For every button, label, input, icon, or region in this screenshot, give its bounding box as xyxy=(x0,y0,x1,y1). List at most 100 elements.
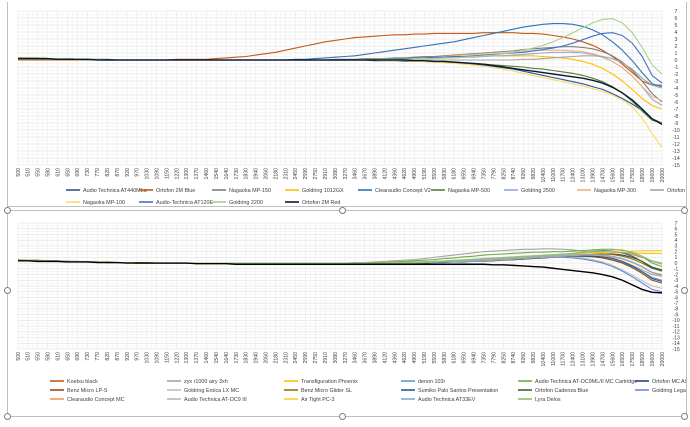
x-tick-label: 16500 xyxy=(620,352,626,367)
x-tick-label: 4120 xyxy=(382,352,388,364)
x-tick-label: 13100 xyxy=(581,168,587,183)
x-tick-label: 2180 xyxy=(273,352,279,364)
x-tick-label: 2310 xyxy=(283,352,289,364)
x-tick-label: 16500 xyxy=(620,168,626,183)
x-tick-label: 8250 xyxy=(501,352,507,364)
y-axis-ticks: 76543210-1-2-3-4-5-6-7-8-9-10-11-12-13-1… xyxy=(672,221,680,353)
series-line xyxy=(18,260,663,294)
x-tick-label: 13100 xyxy=(581,352,587,367)
x-tick-label: 7790 xyxy=(491,352,497,364)
y-tick-label: -11 xyxy=(672,135,679,141)
x-tick-label: 3890 xyxy=(372,168,378,180)
y-tick-label: 2 xyxy=(675,249,678,255)
x-tick-label: 1730 xyxy=(234,352,240,364)
resize-handle-right-middle[interactable] xyxy=(681,287,688,294)
x-tick-label: 970 xyxy=(135,168,141,177)
x-tick-label: 580 xyxy=(46,352,52,361)
resize-handle-top-middle[interactable] xyxy=(339,207,346,214)
y-tick-label: 3 xyxy=(675,244,678,250)
legend-label: Clearaudio Concept V2 xyxy=(375,188,431,194)
y-axis-ticks: 76543210-1-2-3-4-5-6-7-8-9-10-11-12-13-1… xyxy=(672,9,680,169)
x-tick-label: 1300 xyxy=(184,168,190,180)
resize-handle-left-middle[interactable] xyxy=(4,287,11,294)
x-tick-label: 920 xyxy=(125,352,131,361)
y-tick-label: 6 xyxy=(675,16,678,22)
x-tick-label: 11700 xyxy=(561,168,567,182)
legend-label: Audio Technica AT440MLa xyxy=(83,188,147,194)
legend-label: Ortofon 2M Red xyxy=(302,200,340,206)
legend-label: Air Tight PC-3 xyxy=(301,397,335,403)
y-tick-label: 6 xyxy=(675,227,678,233)
series-lines xyxy=(18,18,663,148)
x-tick-label: 5500 xyxy=(432,168,438,180)
x-tick-label: 1220 xyxy=(174,168,180,180)
x-tick-label: 920 xyxy=(125,168,131,177)
x-tick-label: 2590 xyxy=(303,168,309,180)
x-tick-label: 2060 xyxy=(263,168,269,180)
x-tick-label: 820 xyxy=(105,352,111,361)
y-tick-label: 5 xyxy=(675,23,678,29)
x-tick-label: 2180 xyxy=(273,168,279,180)
legend-label: Goldring Legacy MC xyxy=(652,388,686,394)
x-tick-label: 8740 xyxy=(511,168,517,180)
resize-handle-bottom-right[interactable] xyxy=(681,413,688,420)
chart-panel-top[interactable]: 7 6 5 4 3 2 1 0 -1 -2 -3 -4 -5 -6 -7 -8 -9 -10 -11 -12 -13 -1… xyxy=(7,2,687,207)
y-tick-label: 5 xyxy=(675,232,678,238)
x-tick-label: 5500 xyxy=(432,352,438,364)
legend-label: Koetsu black xyxy=(67,379,98,385)
y-tick-label: -1 xyxy=(674,267,679,273)
x-tick-label: 6180 xyxy=(452,352,458,364)
frequency-response-chart-top: 76543210-1-2-3-4-5-6-7-8-9-10-11-12-13-1… xyxy=(16,9,686,206)
x-tick-label: 500 xyxy=(16,352,22,361)
legend-label: Sumiko Palo Santos Presentation xyxy=(418,388,498,394)
resize-handle-top-right[interactable] xyxy=(681,207,688,214)
y-tick-label: 0 xyxy=(675,58,678,64)
x-tick-label: 610 xyxy=(55,168,61,177)
x-tick-label: 1090 xyxy=(155,168,161,180)
x-tick-label: 1540 xyxy=(214,168,220,180)
y-tick-label: -12 xyxy=(672,142,680,148)
legend-label: Ortofon 2M Blue xyxy=(156,188,195,194)
x-tick-label: 6550 xyxy=(462,168,468,180)
x-tick-label: 1640 xyxy=(224,352,230,364)
x-tick-label: 1220 xyxy=(174,352,180,364)
resize-handle-bottom-left[interactable] xyxy=(4,413,11,420)
x-tick-label: 3460 xyxy=(353,168,359,180)
y-tick-label: -14 xyxy=(672,341,680,347)
resize-handle-top-left[interactable] xyxy=(4,207,11,214)
x-tick-label: 4900 xyxy=(412,352,418,364)
legend-label: Ortofon Cadenza Blue xyxy=(535,388,588,394)
x-tick-label: 650 xyxy=(65,352,71,361)
y-tick-label: 1 xyxy=(675,51,678,57)
x-tick-label: 650 xyxy=(65,168,71,177)
x-tick-label: 2910 xyxy=(323,352,329,364)
x-tick-label: 20000 xyxy=(660,352,666,367)
x-tick-label: 15600 xyxy=(610,352,616,367)
y-tick-label: -5 xyxy=(674,290,679,296)
legend-label: Nagaoka MP-500 xyxy=(448,188,490,194)
x-tick-label: 3460 xyxy=(353,352,359,364)
y-tick-label: -15 xyxy=(672,347,680,353)
x-tick-label: 3670 xyxy=(363,352,369,364)
y-tick-label: 7 xyxy=(675,221,678,227)
x-tick-label: 7790 xyxy=(491,168,497,180)
x-tick-label: 1300 xyxy=(184,352,190,364)
x-tick-label: 15600 xyxy=(610,168,616,183)
resize-handle-bottom-middle[interactable] xyxy=(339,413,346,420)
x-tick-label: 1640 xyxy=(224,168,230,180)
x-tick-label: 1370 xyxy=(194,352,200,364)
x-tick-label: 4360 xyxy=(392,168,398,180)
y-tick-label: -4 xyxy=(674,86,679,92)
y-tick-label: -2 xyxy=(674,72,679,78)
chart-panel-bottom[interactable]: 7 6 5 4 3 2 1 0 -1 -2 -3 -4 -5 -6 -7 -8 -9 -10 -11 -12 -13 -1… xyxy=(7,210,687,417)
y-tick-label: -11 xyxy=(672,324,679,330)
x-tick-label: 690 xyxy=(75,352,81,361)
x-tick-label: 2450 xyxy=(293,352,299,364)
x-tick-label: 17500 xyxy=(630,168,636,183)
x-tick-label: 20000 xyxy=(660,168,666,183)
legend-label: Nagaoka MP-300 xyxy=(594,188,636,194)
y-tick-label: -5 xyxy=(674,93,679,99)
x-tick-label: 1030 xyxy=(145,352,151,364)
x-tick-label: 2060 xyxy=(263,352,269,364)
legend: Koetsu black zyx r1000 airy 3xh Transfigur… xyxy=(50,379,686,403)
